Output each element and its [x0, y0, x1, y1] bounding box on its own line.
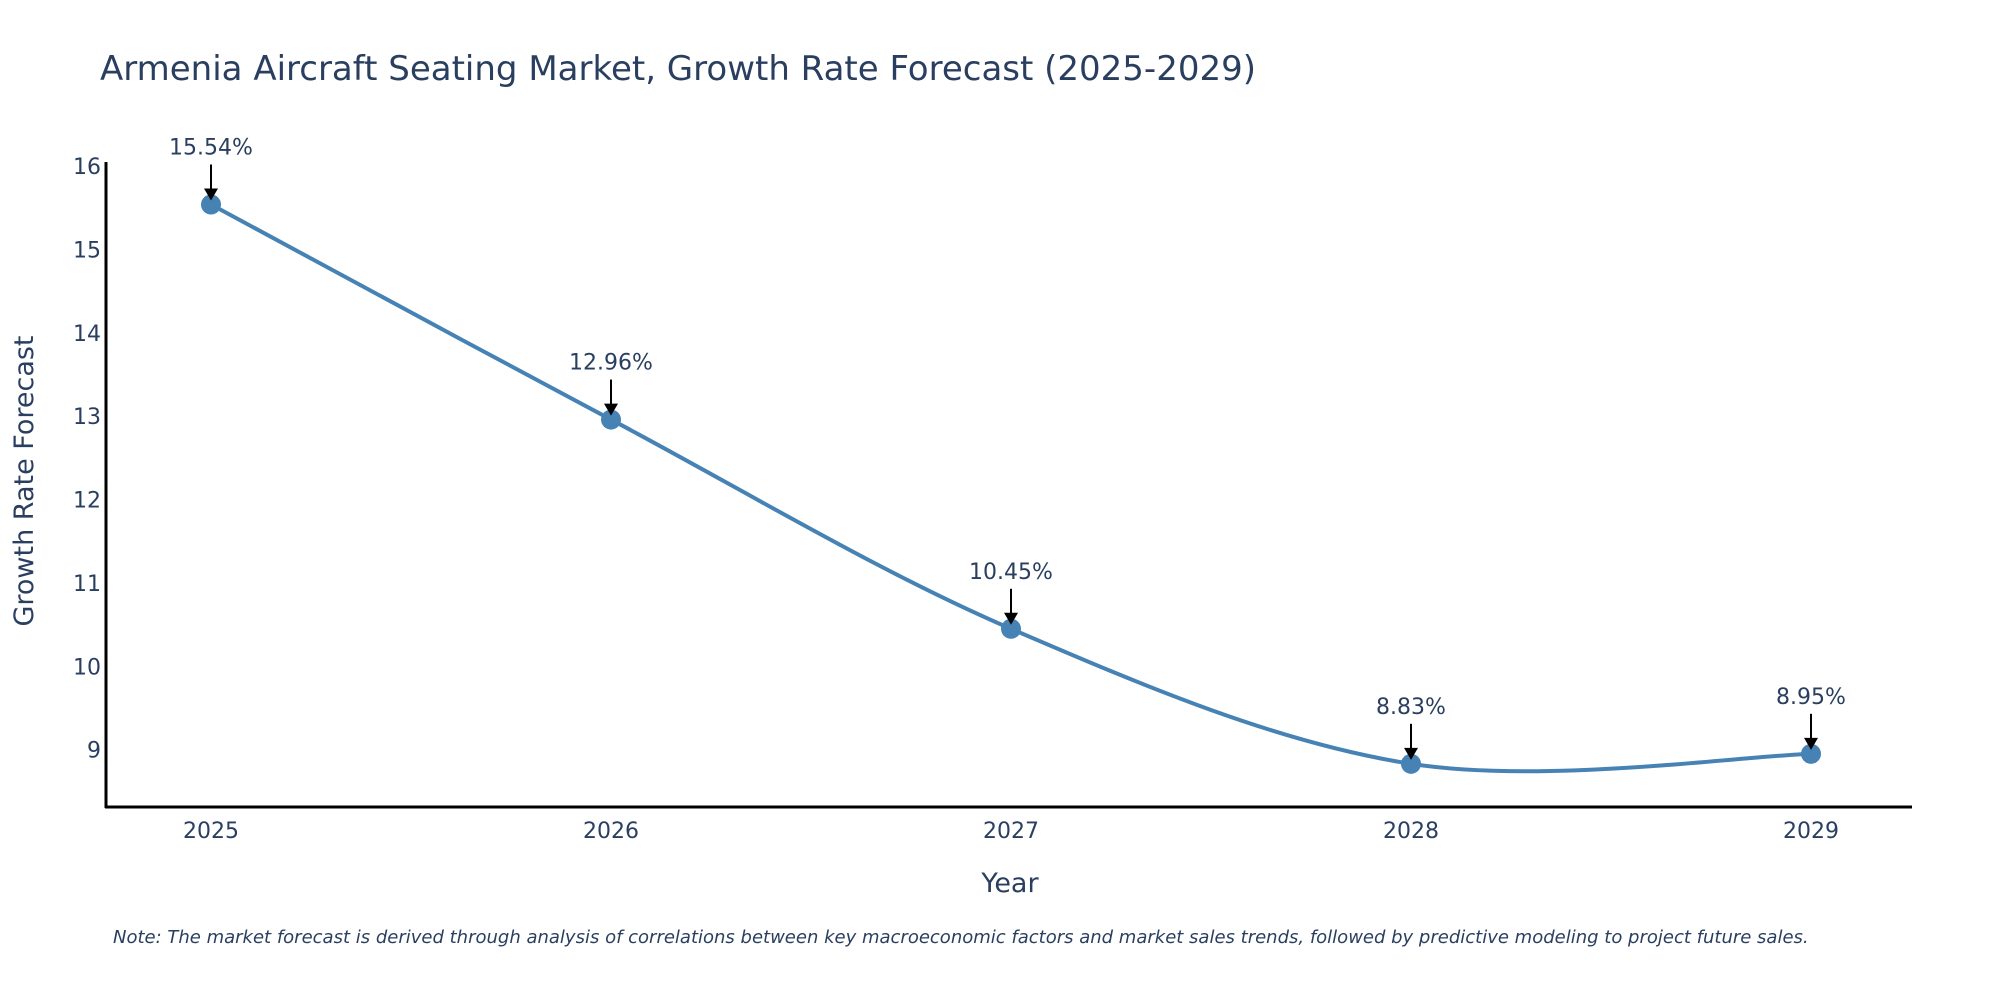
data-point: [1001, 618, 1021, 639]
y-tick-label: 12: [73, 489, 101, 514]
x-tick-label: 2028: [1383, 819, 1439, 844]
data-label: 15.54%: [169, 136, 253, 161]
data-label: 8.83%: [1376, 695, 1446, 720]
plot-area: 15.54% 12.96% 10.45% 8.83% 8.95%: [169, 136, 1846, 774]
annotation-arrowhead: [1404, 747, 1418, 760]
y-tick-label: 13: [73, 405, 101, 430]
data-point: [1401, 753, 1421, 774]
annotation-arrowhead: [204, 188, 218, 201]
x-tick-label: 2029: [1783, 819, 1839, 844]
data-point: [201, 194, 221, 215]
data-label: 8.95%: [1776, 685, 1846, 710]
y-tick-label: 10: [73, 655, 101, 680]
x-tick-label: 2025: [183, 819, 239, 844]
series-line: [210, 202, 1812, 774]
y-tick-label: 16: [73, 155, 101, 180]
annotation-arrowhead: [1804, 737, 1818, 750]
annotation-arrowhead: [604, 403, 618, 416]
x-tick-label: 2027: [983, 819, 1039, 844]
data-label: 12.96%: [569, 351, 653, 376]
y-axis-title: Growth Rate Forecast: [9, 335, 40, 626]
data-point: [1801, 743, 1821, 764]
y-tick-label: 9: [87, 739, 101, 764]
x-axis-ticks: 2025 2026 2027 2028 2029: [183, 819, 1839, 844]
chart-title: Armenia Aircraft Seating Market, Growth …: [100, 49, 1256, 89]
y-tick-label: 15: [73, 239, 101, 264]
data-label: 10.45%: [969, 560, 1053, 585]
y-axis-ticks: 9 10 11 12 13 14 15 16: [73, 155, 101, 763]
footnote: Note: The market forecast is derived thr…: [113, 927, 1809, 948]
data-point: [601, 409, 621, 430]
y-tick-label: 11: [73, 572, 101, 597]
y-tick-label: 14: [73, 322, 101, 347]
annotation-arrowhead: [1004, 612, 1018, 625]
x-tick-label: 2026: [583, 819, 639, 844]
x-axis-title: Year: [980, 868, 1039, 899]
